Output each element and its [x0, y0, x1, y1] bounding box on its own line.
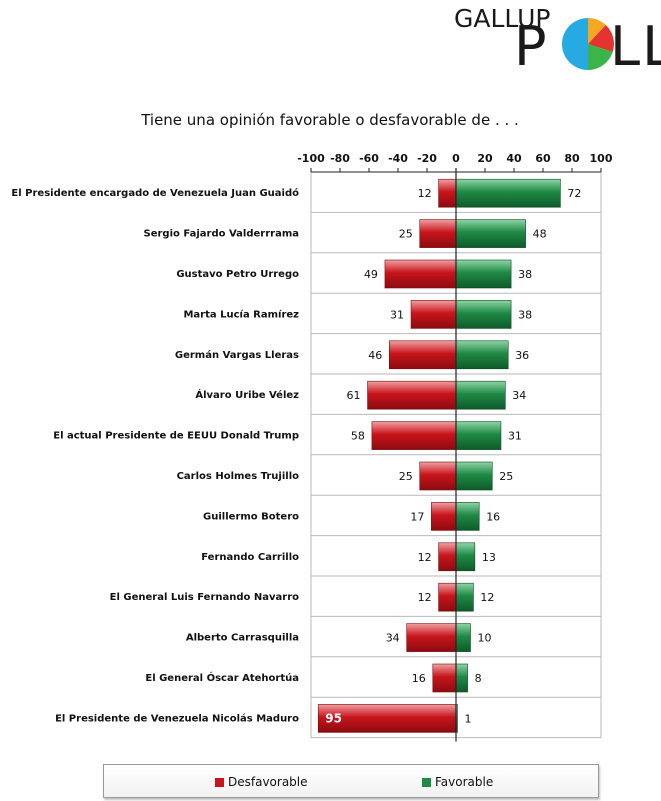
value-label-favorable: 34 — [512, 389, 526, 402]
bar-favorable — [455, 623, 471, 652]
category-label: Gustavo Petro Urrego — [176, 269, 299, 280]
value-label-desfavorable: 12 — [418, 551, 432, 564]
value-label-desfavorable: 25 — [399, 470, 413, 483]
value-label-favorable: 10 — [478, 632, 492, 645]
bar-desfavorable — [317, 704, 457, 733]
bar-favorable — [455, 663, 468, 693]
logo-pie-slice — [562, 18, 588, 70]
bar-favorable — [455, 340, 509, 370]
legend-swatch-desfavorable — [215, 777, 224, 787]
value-label-favorable: 1 — [464, 712, 471, 725]
bar-favorable — [455, 219, 526, 248]
bar-desfavorable — [371, 421, 457, 450]
category-label: El Presidente de Venezuela Nicolás Madur… — [55, 712, 299, 724]
x-tick-label: -40 — [388, 152, 408, 165]
bar-favorable — [455, 461, 493, 491]
bar-favorable — [455, 178, 561, 208]
category-label: Guillermo Botero — [203, 511, 299, 522]
category-label: El General Óscar Atehortúa — [145, 671, 299, 684]
bar-desfavorable — [406, 623, 457, 652]
category-label: Alberto Carrasquilla — [186, 633, 299, 644]
value-label-desfavorable: 31 — [390, 308, 404, 321]
chart-title: Tiene una opinión favorable o desfavorab… — [141, 111, 519, 129]
x-tick-label: 40 — [506, 152, 522, 165]
value-label-desfavorable: 17 — [410, 510, 424, 523]
bar-desfavorable — [438, 582, 457, 612]
value-label-desfavorable: 12 — [418, 591, 432, 604]
category-label: Marta Lucía Ramírez — [183, 308, 299, 320]
x-tick-label: 0 — [452, 152, 460, 165]
logo-poll-p: P — [514, 15, 547, 78]
value-label-favorable: 13 — [482, 551, 496, 564]
category-label: El General Luis Fernando Navarro — [110, 592, 299, 603]
bar-favorable — [455, 300, 512, 329]
bar-desfavorable — [384, 259, 457, 289]
bar-desfavorable — [410, 300, 457, 329]
category-label: Germán Vargas Lleras — [175, 349, 299, 361]
gallup-poll-logo: GALLUP P LL — [440, 2, 661, 82]
bar-favorable — [455, 259, 512, 289]
value-label-desfavorable: 25 — [399, 228, 413, 241]
value-label-favorable: 16 — [486, 510, 500, 523]
value-label-favorable: 38 — [518, 268, 532, 281]
category-label: Fernando Carrillo — [201, 552, 299, 563]
bar-favorable — [455, 380, 506, 410]
x-tick-label: -100 — [297, 152, 325, 165]
logo-pie-slice — [588, 25, 614, 53]
bar-desfavorable — [419, 461, 457, 491]
x-tick-label: 100 — [590, 152, 613, 165]
value-label-desfavorable: 46 — [368, 349, 382, 362]
legend: Desfavorable Favorable — [103, 764, 599, 798]
value-label-favorable: 38 — [518, 308, 532, 321]
value-label-desfavorable: 58 — [351, 430, 365, 443]
x-tick-label: -60 — [359, 152, 379, 165]
bar-desfavorable — [367, 380, 457, 410]
x-tick-label: 20 — [477, 152, 493, 165]
legend-swatch-favorable — [422, 777, 431, 787]
legend-label-desfavorable: Desfavorable — [228, 775, 308, 789]
bar-desfavorable — [438, 178, 457, 208]
logo-poll-ll: LL — [610, 15, 661, 78]
value-label-favorable: 8 — [475, 672, 482, 685]
value-label-favorable: 12 — [480, 591, 494, 604]
value-label-favorable: 72 — [567, 187, 581, 200]
bar-favorable — [455, 421, 502, 450]
bar-desfavorable — [388, 340, 457, 370]
legend-item-desfavorable: Desfavorable — [215, 775, 308, 789]
value-label-favorable: 31 — [508, 430, 522, 443]
bar-favorable — [455, 542, 476, 572]
category-label: El Presidente encargado de Venezuela Jua… — [11, 187, 299, 199]
value-label-desfavorable: 95 — [325, 711, 342, 725]
logo-pie-slice — [588, 44, 613, 70]
bar-desfavorable — [438, 542, 457, 572]
value-label-desfavorable: 12 — [418, 187, 432, 200]
x-tick-label: 80 — [564, 152, 580, 165]
value-label-desfavorable: 16 — [412, 672, 426, 685]
value-label-desfavorable: 34 — [386, 632, 400, 645]
value-label-favorable: 48 — [533, 228, 547, 241]
legend-label-favorable: Favorable — [435, 775, 494, 789]
legend-item-favorable: Favorable — [422, 775, 493, 789]
value-label-desfavorable: 61 — [347, 389, 361, 402]
logo-pie-slice — [588, 18, 606, 44]
bar-desfavorable — [419, 219, 457, 248]
bar-desfavorable — [432, 663, 457, 693]
category-label: Álvaro Uribe Vélez — [195, 388, 299, 401]
bar-favorable — [455, 502, 480, 531]
logo-gallup-text: GALLUP — [454, 4, 551, 33]
x-tick-label: 60 — [535, 152, 551, 165]
category-label: Sergio Fajardo Valderrrama — [144, 229, 299, 240]
category-label: El actual Presidente de EEUU Donald Trum… — [53, 431, 299, 442]
value-label-favorable: 36 — [515, 349, 529, 362]
bar-favorable — [455, 582, 474, 612]
value-label-desfavorable: 49 — [364, 268, 378, 281]
category-label: Carlos Holmes Trujillo — [177, 471, 300, 482]
value-label-favorable: 25 — [499, 470, 513, 483]
logo-pie-icon — [562, 18, 614, 70]
bar-desfavorable — [431, 502, 457, 531]
x-tick-label: -20 — [417, 152, 437, 165]
x-tick-label: -80 — [330, 152, 350, 165]
